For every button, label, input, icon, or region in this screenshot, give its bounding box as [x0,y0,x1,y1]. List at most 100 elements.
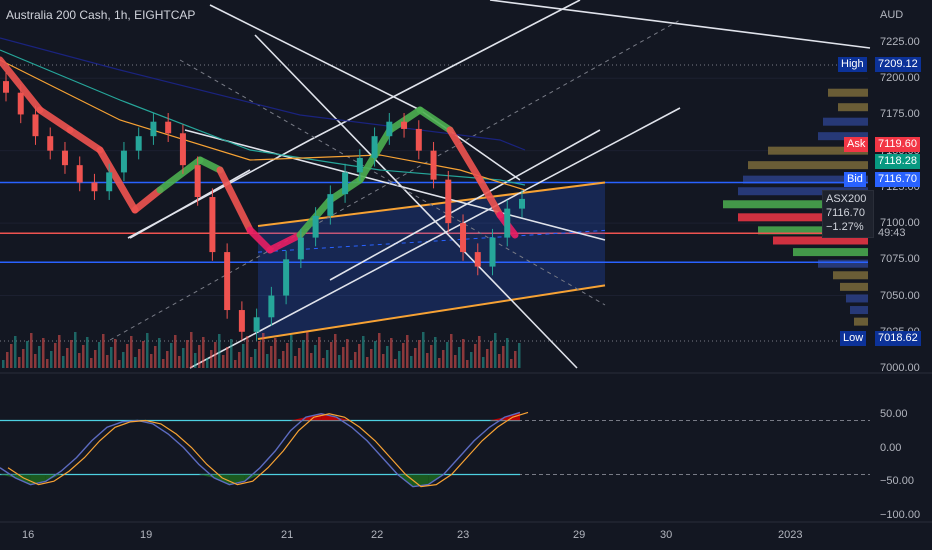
volume-bar [238,352,241,368]
candle-body [489,237,496,267]
volume-bar [370,349,373,368]
volume-profile-bar [854,317,868,326]
volume-bar [258,341,261,368]
volume-bar [194,353,197,368]
price-tick-label: 7075.00 [880,253,920,266]
channel-fill [258,182,605,340]
time-tick-label: 19 [140,529,153,541]
trend-line [254,34,578,369]
volume-bar [230,339,233,368]
volume-bar [86,337,89,368]
volume-bar [514,351,517,368]
volume-bar [430,345,433,368]
volume-bar [294,356,297,368]
osc-main-line [0,411,521,488]
candle-body [519,198,525,209]
volume-profile-bar [738,187,868,196]
change-percent: −1.27% [826,221,864,233]
volume-bar [334,334,337,368]
volume-bar [326,350,329,368]
volume-bar [350,360,353,368]
volume-bar [490,341,493,368]
volume-bar [298,348,301,368]
candle-body [61,150,68,166]
volume-bar [154,346,157,368]
volume-profile-bar [768,146,868,155]
volume-bar [482,357,485,368]
volume-profile-bar [850,306,868,315]
symbol-price-box: ASX200 7116.70 −1.27% [822,190,874,238]
volume-bar [318,337,321,368]
volume-bar [74,332,77,368]
volume-bar [14,336,17,368]
volume-profile-bar [738,213,868,222]
volume-bar [466,360,469,368]
volume-bar [310,353,313,368]
volume-bar [130,336,133,368]
volume-bar [210,350,213,368]
bar-countdown: 49:43 [878,227,906,239]
volume-bar [478,336,481,368]
candle-body [386,121,393,137]
volume-profile-bar [828,88,868,97]
price-tick-label: 7200.00 [880,72,920,85]
volume-bar [146,333,149,368]
volume-bar [114,339,117,368]
volume-bar [234,360,237,368]
volume-bar [394,359,397,368]
ask-value: 7119.60 [875,137,920,152]
volume-bar [426,353,429,368]
time-tick-label: 30 [660,529,673,541]
volume-bar [34,354,37,368]
volume-bar [486,349,489,368]
volume-bar [186,340,189,368]
volume-bar [134,357,137,368]
symbol-name: ASX200 [826,193,867,205]
time-tick-label: 22 [371,529,384,541]
ribbon-segment [246,226,274,254]
volume-bar [286,343,289,368]
price-tick-label: 7050.00 [880,289,920,302]
volume-bar [198,345,201,368]
volume-bar [254,349,257,368]
mid-value: 7118.28 [875,154,920,169]
ma-orange [0,59,526,191]
volume-bar [414,348,417,368]
candle-body [504,208,511,238]
time-tick-label: 21 [281,529,294,541]
volume-bar [422,332,425,368]
osc-tick-label: −50.00 [880,475,914,488]
volume-bar [262,333,265,368]
ribbon-segment [266,231,304,254]
ribbon-segment [0,56,44,114]
dashed-trend-line [179,59,606,306]
currency-label: AUD [880,9,904,21]
ribbon-segment [66,126,104,154]
volume-bar [458,347,461,368]
volume-bar [174,335,177,368]
volume-bar [102,334,105,368]
volume-profile-bar [838,103,868,112]
volume-bar [2,360,5,368]
volume-bar [94,350,97,368]
osc-tick-label: 50.00 [880,407,908,420]
high-tag: High [838,57,867,72]
volume-bar [446,342,449,368]
volume-bar [366,357,369,368]
time-tick-label: 23 [457,529,470,541]
volume-profile-bar [758,226,868,235]
candle-body [194,165,201,198]
volume-bar [226,347,229,368]
volume-bar [382,354,385,368]
volume-bar [218,334,221,368]
volume-profile-bar [743,175,868,184]
osc-oversold-fill [45,474,62,482]
volume-bar [10,344,13,368]
candle-body [106,172,113,192]
volume-bar [390,338,393,368]
volume-bar [498,354,501,368]
volume-bar [346,339,349,368]
volume-profile-bar [823,117,868,126]
